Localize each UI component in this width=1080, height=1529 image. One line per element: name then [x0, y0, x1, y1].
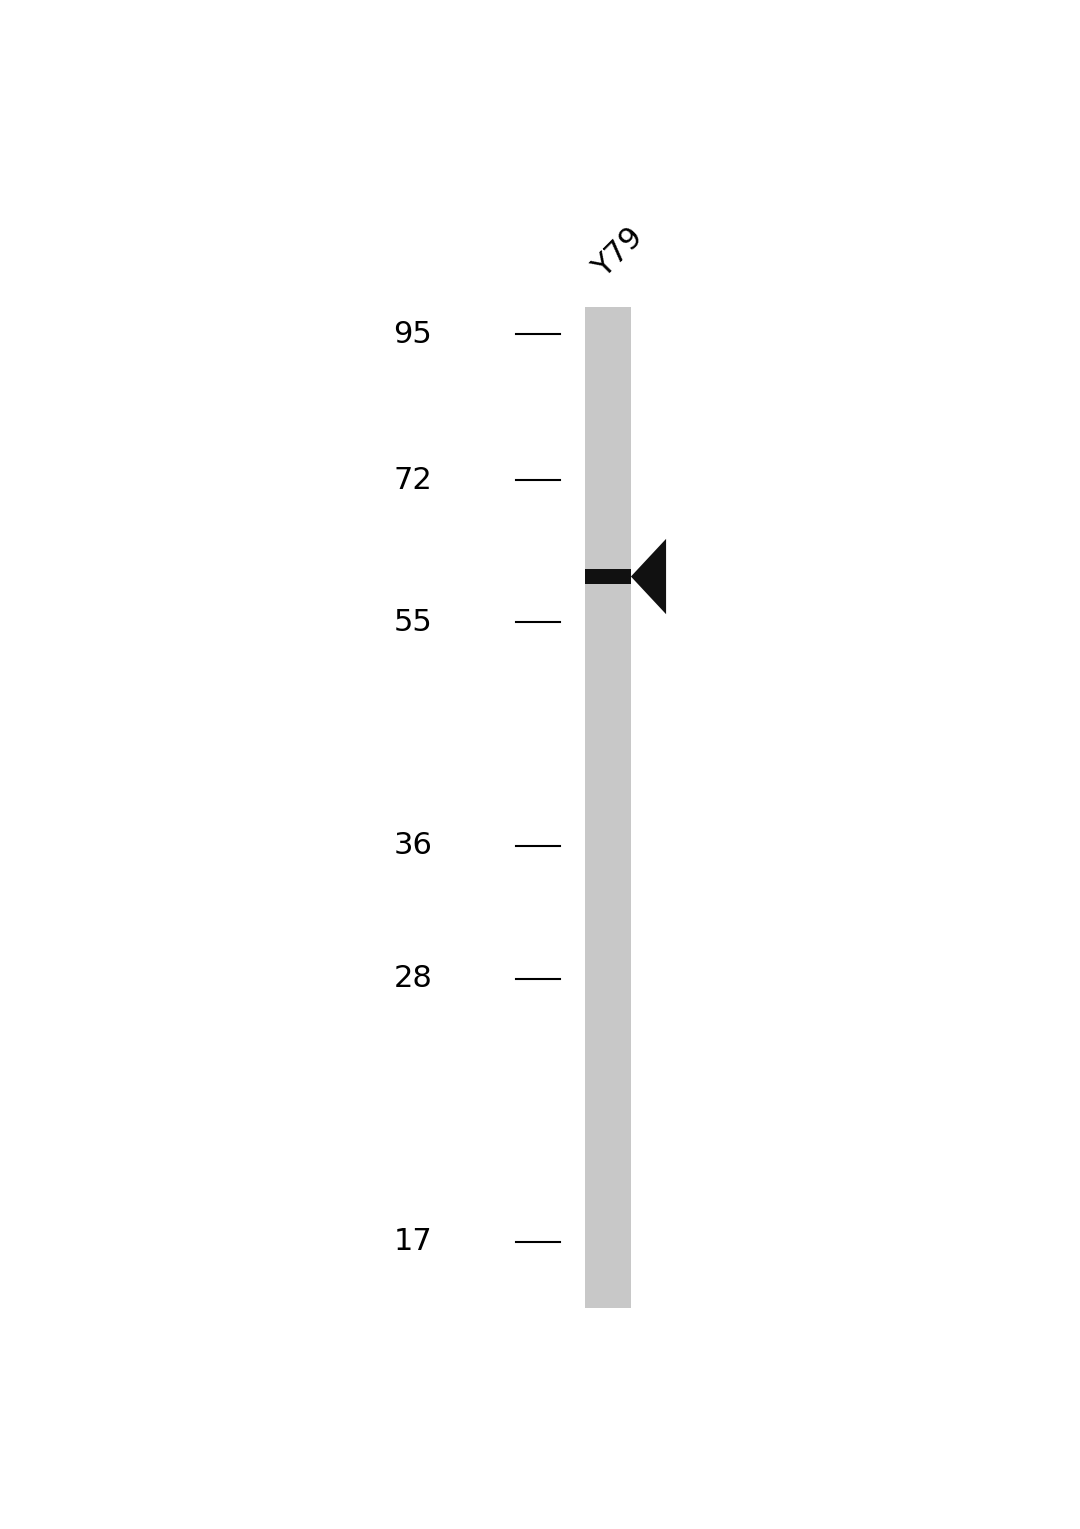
Text: 72: 72 [393, 466, 432, 495]
Text: 17: 17 [393, 1228, 432, 1257]
Text: 28: 28 [393, 963, 432, 992]
Bar [585, 307, 631, 1307]
Text: Y79: Y79 [588, 223, 648, 283]
Text: 95: 95 [393, 320, 432, 349]
Text: 55: 55 [393, 609, 432, 638]
Text: 36: 36 [393, 832, 432, 861]
Bar [585, 569, 631, 584]
Polygon shape [631, 538, 666, 615]
